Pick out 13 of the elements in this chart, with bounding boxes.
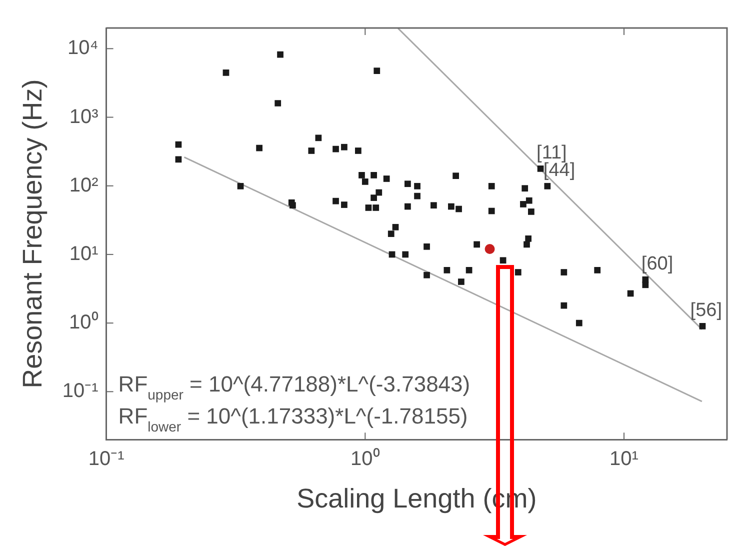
y-tick-label: 10² (69, 174, 99, 196)
x-tick-label: 10⁰ (350, 447, 380, 470)
x-tick-label: 10⁻¹ (88, 448, 125, 470)
annotation: [56] (690, 300, 722, 322)
x-tick-label: 10¹ (610, 448, 639, 470)
y-axis-title: Resonant Frequency (Hz) (18, 79, 48, 388)
y-tick-label: 10⁻¹ (62, 380, 99, 402)
y-tick-label: 10¹ (69, 242, 99, 265)
y-tick-label: 10⁴ (67, 37, 98, 60)
annotation: [60] (641, 254, 674, 275)
y-tick-label: 10⁰ (69, 310, 98, 334)
y-tick-label: 10³ (69, 106, 99, 128)
annotation: [11] (536, 142, 567, 164)
